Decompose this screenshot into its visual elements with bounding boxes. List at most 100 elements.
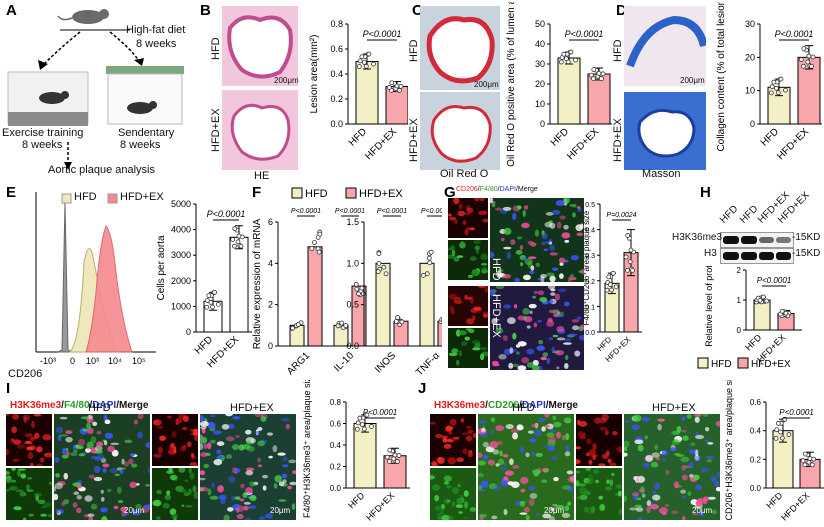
panel-label: G: [444, 184, 456, 201]
cell-texture: [490, 286, 584, 370]
p-value: P<0.0001: [207, 209, 246, 219]
bar-HFD: [557, 57, 581, 125]
if-green-hfd-ex: [576, 468, 622, 520]
col-label-hfd: HFD: [512, 402, 535, 414]
data-point: [779, 435, 785, 441]
y-tick-label: 5000: [171, 199, 191, 209]
stain-h3k36me3: H3K36me3: [434, 400, 486, 411]
data-point: [356, 64, 362, 69]
y-axis-label: Relative level of protein: [704, 266, 714, 347]
legend-swatch-hfd-ex: [737, 357, 749, 369]
y-tick-label: 2: [268, 300, 273, 310]
data-point: [761, 294, 766, 300]
exercise-label: Exercise training: [2, 127, 84, 139]
y-tick-label: 0: [268, 341, 273, 351]
y-tick-label: 4000: [171, 225, 191, 235]
data-point: [376, 260, 382, 266]
data-point: [398, 83, 404, 89]
bar-ARG1-HFD+EX: [307, 246, 323, 347]
y-tick-label: 0.2: [585, 279, 595, 286]
data-point: [779, 308, 785, 314]
data-point: [206, 293, 212, 299]
if-red-hfd-ex: [152, 414, 198, 466]
data-point: [807, 456, 813, 461]
y-tick-label: 0.8: [330, 19, 343, 29]
data-point: [764, 298, 770, 304]
x-tick-label: HFD+EX: [775, 126, 811, 162]
y-tick-label: 3000: [171, 250, 191, 260]
y-tick-label: 40: [535, 39, 545, 49]
y-axis-label: Collagen content (% of total lesion): [716, 2, 727, 152]
data-point: [801, 46, 807, 52]
y-tick-label: 0.0: [750, 484, 762, 493]
panel-label: C: [412, 2, 423, 19]
y-axis-label: F4/80⁺CD206⁺area/ plaque size: [584, 210, 591, 325]
y-axis-label: F4/80⁺H3K36me3⁺ area/plaque size: [302, 380, 312, 518]
data-point: [775, 90, 781, 96]
tick-label: 10⁴: [108, 356, 122, 366]
data-point: [317, 231, 323, 237]
data-point: [428, 249, 434, 255]
scale-bar-label: 20μm: [544, 506, 565, 515]
cell-texture: [478, 414, 574, 520]
data-point: [235, 239, 241, 245]
y-axis-label: CD206⁺H3K36me3⁺ area/plaque size: [724, 380, 734, 521]
y-tick-label: 1000: [171, 301, 191, 311]
data-point: [427, 260, 433, 266]
y-tick-label: 20: [535, 79, 545, 89]
y-tick-label: 0.6: [750, 398, 762, 407]
row-label-hfd: HFD: [210, 37, 222, 60]
panel-label: D: [616, 2, 627, 19]
y-tick-label: 0.3: [585, 253, 595, 260]
stain-merge: /Merge: [116, 400, 149, 411]
exercise-duration: 8 weeks: [22, 139, 63, 151]
oil-red-image-hfd: [420, 6, 500, 90]
y-tick-label: 0: [737, 326, 742, 335]
slash: /: [497, 186, 500, 193]
col-label-hfd-ex: HFD+EX: [652, 402, 696, 414]
data-point: [609, 287, 614, 293]
data-point: [604, 287, 610, 293]
cells-per-aorta-chart: 010002000300040005000HFDHFD+EXP<0.0001Ce…: [156, 199, 252, 370]
data-point: [363, 63, 369, 69]
data-point: [607, 282, 613, 287]
tick-label: -10³: [40, 356, 56, 366]
scale-bar-label: 20μm: [270, 506, 291, 515]
data-point: [384, 454, 390, 460]
data-point: [783, 87, 788, 93]
stain-label: Oil Red O: [440, 168, 489, 180]
row-label-hfd-ex: HFD+EX: [408, 118, 420, 162]
y-axis-label: Lesion area(mm²): [309, 35, 320, 114]
data-point: [610, 270, 616, 276]
cell-texture: [152, 468, 198, 520]
scale-bar-label: 200μm: [474, 80, 499, 89]
y-tick-label: 2: [737, 266, 742, 275]
bar-HFD: [353, 423, 377, 489]
data-point: [810, 54, 816, 60]
data-point: [630, 268, 635, 273]
group-label: ARG1: [285, 350, 312, 377]
data-point: [798, 57, 804, 62]
x-axis-label: CD206: [8, 368, 43, 380]
data-point: [396, 453, 402, 458]
p-value: P<0.0001: [775, 29, 814, 39]
cell-texture: [448, 286, 488, 325]
legend-label-hfd: HFD: [711, 359, 732, 370]
panel-f: F 0 2 4 6 P<0.0001 ARG1 P<0.0001 IL-10 0.0 0.5 1.0…: [252, 182, 442, 378]
if-merge-hfd: [490, 198, 584, 282]
y-tick-label: 1.5: [346, 217, 359, 227]
diet-duration: 8 weeks: [136, 38, 177, 50]
y-tick-label: 30: [745, 19, 755, 29]
data-point: [395, 459, 400, 464]
data-point: [204, 304, 210, 310]
cell-texture: [490, 198, 584, 282]
panel-a: A High-fat diet 8 weeks Ex: [0, 0, 200, 180]
if-green-hfd: [448, 240, 488, 280]
data-point: [309, 246, 315, 251]
data-point: [357, 415, 363, 421]
data-point: [354, 286, 360, 292]
row-label-hfd-ex: HFD+EX: [612, 118, 624, 162]
x-tick-label: HFD+EX: [779, 490, 811, 522]
